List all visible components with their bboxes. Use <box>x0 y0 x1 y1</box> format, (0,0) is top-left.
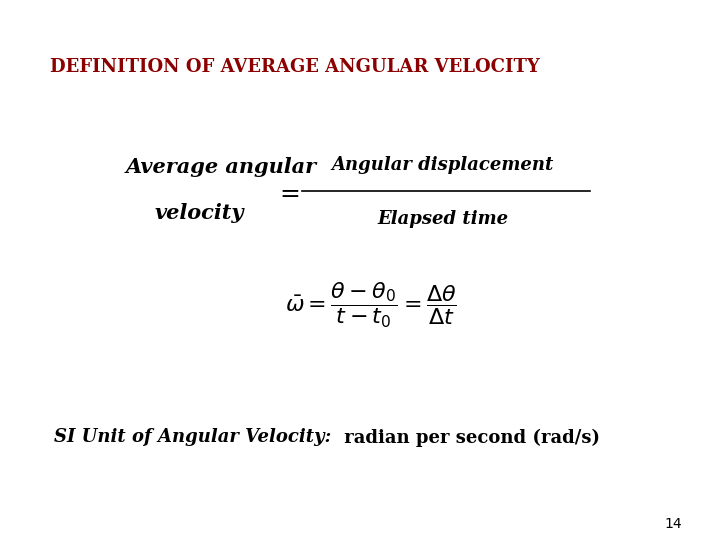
Text: $=$: $=$ <box>276 180 300 204</box>
Text: radian per second (rad/s): radian per second (rad/s) <box>338 428 600 447</box>
Text: DEFINITION OF AVERAGE ANGULAR VELOCITY: DEFINITION OF AVERAGE ANGULAR VELOCITY <box>50 58 540 77</box>
Text: Angular displacement: Angular displacement <box>332 156 554 174</box>
Text: Elapsed time: Elapsed time <box>377 210 508 228</box>
Text: SI Unit of Angular Velocity:: SI Unit of Angular Velocity: <box>54 428 331 447</box>
Text: Average angular: Average angular <box>126 157 317 178</box>
Text: velocity: velocity <box>155 203 244 224</box>
Text: 14: 14 <box>665 517 682 531</box>
Text: $\bar{\omega} = \dfrac{\theta - \theta_0}{t - t_0} = \dfrac{\Delta\theta}{\Delta: $\bar{\omega} = \dfrac{\theta - \theta_0… <box>285 280 456 330</box>
